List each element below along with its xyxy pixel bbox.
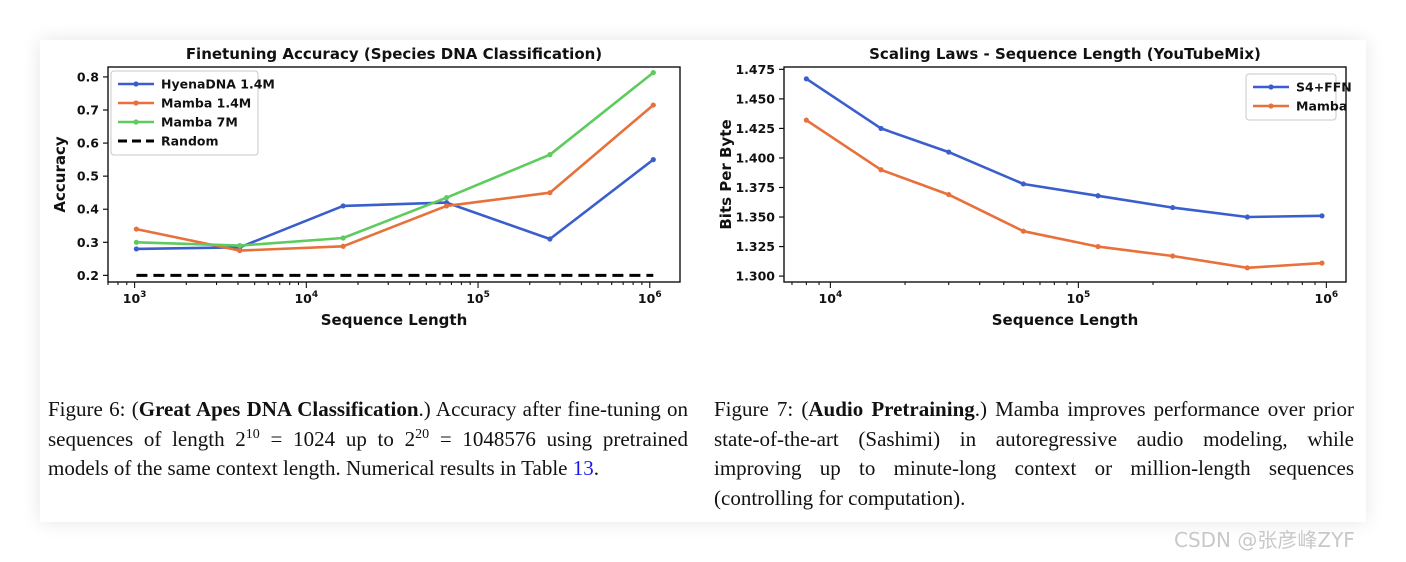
fig6-xtick-label: 104 xyxy=(294,290,318,306)
fig6-ytick-label: 0.2 xyxy=(77,268,99,283)
fig7-point xyxy=(1244,265,1250,271)
fig7-ytick-label: 1.375 xyxy=(735,180,775,195)
fig7-legend-label: S4+FFN xyxy=(1296,80,1352,95)
fig6-legend-marker xyxy=(133,81,139,87)
fig6-point xyxy=(547,236,553,242)
fig6-legend-label: Mamba 7M xyxy=(161,115,238,130)
fig7-point xyxy=(1020,228,1026,234)
fig6-series-line-0 xyxy=(136,158,655,251)
fig7-point xyxy=(1170,204,1176,211)
figure-card: Finetuning Accuracy (Species DNA Classif… xyxy=(40,40,1366,522)
fig7-series-line-1 xyxy=(805,119,1323,270)
fig6-ytick-label: 0.4 xyxy=(77,202,99,217)
fig6-legend-marker xyxy=(133,119,139,125)
fig6-title: Finetuning Accuracy (Species DNA Classif… xyxy=(186,45,602,63)
fig6-point xyxy=(133,239,139,245)
fig7-ytick-label: 1.325 xyxy=(735,239,775,254)
fig7-ytick-label: 1.425 xyxy=(735,121,775,136)
fig6-xtick-label: 105 xyxy=(466,290,490,306)
fig7-point xyxy=(1170,253,1176,259)
fig6-point xyxy=(237,243,243,249)
figure-6-caption-title: Great Apes DNA Classification xyxy=(138,397,419,421)
fig7-ytick-label: 1.475 xyxy=(735,62,775,77)
fig7-point xyxy=(1095,193,1101,199)
watermark: CSDN @张彦峰ZYF xyxy=(1174,528,1355,552)
figure-7-chart: Scaling Laws - Sequence Length (YouTubeM… xyxy=(717,45,1352,329)
fig6-ytick-label: 0.7 xyxy=(77,103,99,118)
fig7-xtick-label: 104 xyxy=(819,290,843,306)
fig7-plot-frame xyxy=(783,66,1347,283)
fig6-series-line-2 xyxy=(136,71,655,247)
fig7-point xyxy=(1319,213,1325,219)
fig6-ytick-label: 0.3 xyxy=(77,235,99,250)
figure-7-caption: Figure 7: (Audio Pretraining.) Mamba imp… xyxy=(714,397,1355,510)
fig7-xtick-label: 106 xyxy=(1315,290,1339,306)
fig6-series-line-1 xyxy=(136,104,655,252)
fig7-legend-box xyxy=(1245,73,1337,121)
fig7-point xyxy=(878,167,884,173)
fig6-point xyxy=(340,235,346,241)
fig7-xlabel: Sequence Length xyxy=(992,311,1139,329)
fig7-xtick-label: 105 xyxy=(1067,290,1091,306)
fig7-point xyxy=(1244,214,1250,220)
fig7-ytick-label: 1.400 xyxy=(735,150,775,165)
fig7-point xyxy=(1319,260,1325,266)
fig6-point xyxy=(547,152,553,158)
figure-6-caption: Figure 6: (Great Apes DNA Classification… xyxy=(48,397,688,480)
fig6-legend-label: Random xyxy=(161,134,219,149)
fig7-ytick-label: 1.350 xyxy=(735,210,775,225)
fig7-legend-marker xyxy=(1268,103,1274,109)
fig6-point xyxy=(237,247,243,254)
fig7-point xyxy=(878,125,884,132)
fig6-point xyxy=(340,243,346,249)
fig7-legend-label: Mamba xyxy=(1296,99,1347,114)
fig7-ylabel: Bits Per Byte xyxy=(717,119,735,229)
fig6-point xyxy=(443,203,450,209)
fig7-title: Scaling Laws - Sequence Length (YouTubeM… xyxy=(869,45,1261,63)
fig6-point xyxy=(443,195,450,201)
fig6-point xyxy=(650,157,656,163)
fig6-xtick-label: 106 xyxy=(638,290,662,306)
fig6-point xyxy=(133,246,139,252)
fig7-ytick-label: 1.450 xyxy=(735,91,775,106)
fig6-plot-frame xyxy=(107,66,681,283)
fig6-ytick-label: 0.8 xyxy=(77,69,99,84)
fig7-point xyxy=(946,149,952,155)
fig6-legend-label: Mamba 1.4M xyxy=(161,96,251,111)
fig6-legend-marker xyxy=(133,100,139,106)
fig7-point xyxy=(1095,243,1101,250)
figure-6-chart: Finetuning Accuracy (Species DNA Classif… xyxy=(51,45,681,329)
fig7-point xyxy=(803,76,809,82)
fig6-point xyxy=(547,190,553,196)
fig6-point xyxy=(650,102,656,108)
fig6-point xyxy=(133,226,139,232)
table-ref-link[interactable]: 13 xyxy=(572,456,594,480)
fig6-legend-box xyxy=(110,70,259,156)
fig6-ytick-label: 0.6 xyxy=(77,136,99,151)
fig6-xtick-label: 103 xyxy=(123,290,147,306)
fig7-legend-marker xyxy=(1268,84,1274,90)
fig7-point xyxy=(803,117,809,123)
fig7-series-line-0 xyxy=(805,77,1323,219)
fig6-xlabel: Sequence Length xyxy=(321,311,468,329)
figure-7-caption-title: Audio Pretraining xyxy=(808,397,975,421)
fig7-point xyxy=(946,191,952,198)
fig6-legend-label: HyenaDNA 1.4M xyxy=(161,77,275,92)
fig7-point xyxy=(1020,181,1026,187)
fig6-point xyxy=(340,203,346,209)
fig7-ytick-label: 1.300 xyxy=(735,269,775,284)
fig6-ytick-label: 0.5 xyxy=(77,169,99,184)
fig6-point xyxy=(650,70,656,76)
fig6-ylabel: Accuracy xyxy=(51,136,69,212)
